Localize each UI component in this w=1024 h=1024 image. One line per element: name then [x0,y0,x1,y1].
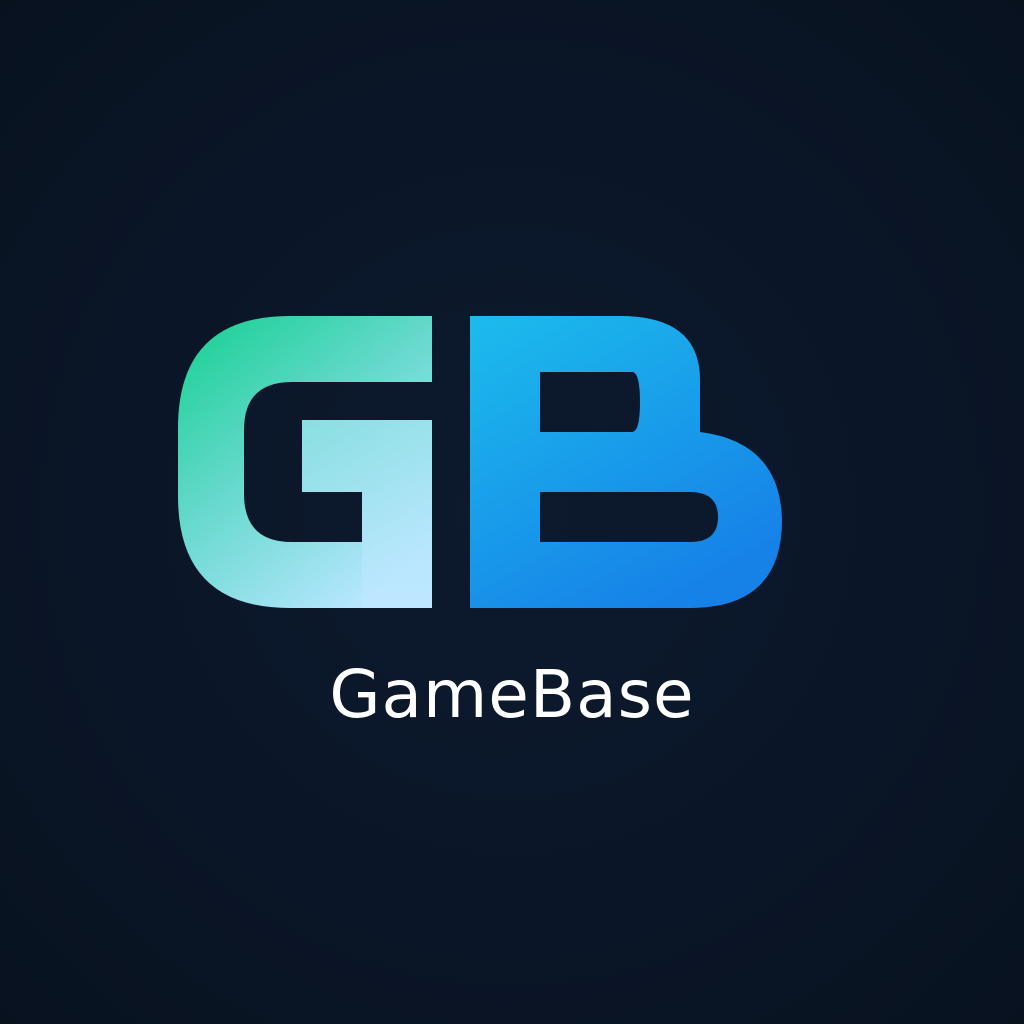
brand-wordmark: GameBase [329,656,695,733]
letter-g [178,316,432,608]
letter-b [470,316,782,608]
